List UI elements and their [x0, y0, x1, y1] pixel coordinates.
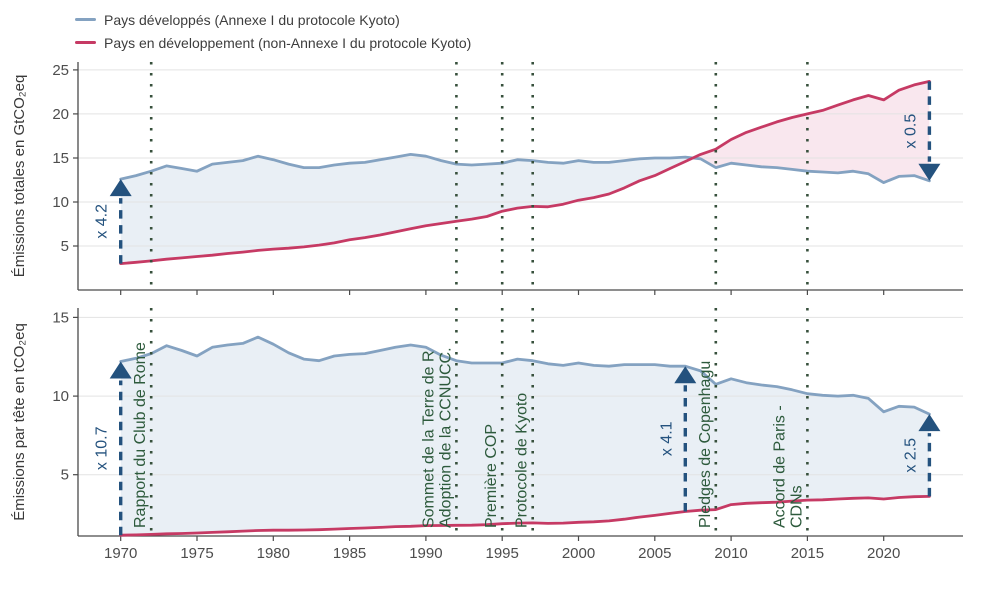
y-tick-label: 15 — [52, 309, 69, 326]
legend-item-developing: Pays en développement (non-Annexe I du p… — [75, 31, 471, 54]
x-tick-label: 1985 — [333, 545, 366, 562]
legend-label-developing: Pays en développement (non-Annexe I du p… — [104, 34, 472, 51]
x-tick-label: 1975 — [180, 545, 213, 562]
annotation-arrowhead — [674, 366, 697, 384]
annotation-label: x 0.5 — [902, 114, 919, 149]
fill-between-developed — [120, 154, 693, 264]
legend-swatch-developing — [75, 40, 96, 45]
event-labels: Rapport du Club de Rome Sommet de la Terr… — [132, 342, 805, 528]
annotations: x 4.2 x 0.5 x 10.7 x 4.1 x 2.5 — [94, 81, 941, 536]
panel-0: 5 10 15 20 25 Émissions totales en GtCO₂eq — [11, 62, 963, 295]
series-line-developed — [119, 153, 931, 184]
x-tick-label: 2005 — [638, 545, 671, 562]
y-tick-label: 10 — [52, 388, 69, 405]
annotation-arrowhead — [918, 414, 941, 432]
event-markers: Rapport du Club de Rome Sommet de la Terr… — [132, 62, 809, 536]
y-tick-label: 10 — [52, 194, 69, 211]
legend-swatch-developed — [75, 17, 96, 22]
x-tick-label: 1995 — [486, 545, 519, 562]
y-tick-label: 25 — [52, 62, 69, 79]
x-tick-label: 1980 — [257, 545, 290, 562]
annotation-label: x 4.1 — [658, 421, 675, 456]
event-label: Accord de Paris - — [771, 405, 788, 528]
y-tick-label: 15 — [52, 150, 69, 167]
y-axis-title: Émissions par tête en tCO₂eq — [11, 323, 28, 521]
y-tick-label: 20 — [52, 106, 69, 123]
legend-label-developed: Pays développés (Annexe I du protocole K… — [104, 11, 400, 28]
y-axis-title: Émissions totales en GtCO₂eq — [11, 75, 28, 278]
event-label: Première COP — [483, 424, 500, 528]
x-tick-label: 1990 — [409, 545, 442, 562]
legend: Pays développés (Annexe I du protocole K… — [75, 8, 471, 54]
annotation-arrowhead — [109, 361, 132, 379]
x-tick-label: 1970 — [104, 545, 137, 562]
fill-between-developed — [120, 337, 930, 536]
x-tick-label: 2000 — [562, 545, 595, 562]
panel-1: 5 10 15 1970 1975 1980 1985 1990 1995 2000 2005 201… — [11, 308, 963, 562]
y-tick-label: 5 — [61, 238, 69, 255]
fill-between-developing — [692, 81, 930, 183]
event-label: CDNs — [788, 485, 805, 528]
x-tick-label: 2010 — [714, 545, 747, 562]
series-line-developing — [119, 80, 931, 265]
event-label: Pledges de Copenhagu — [697, 361, 714, 528]
x-tick-label: 2015 — [791, 545, 824, 562]
event-label: Sommet de la Terre de R — [420, 350, 437, 528]
annotation-label: x 2.5 — [902, 438, 919, 473]
annotation-label: x 4.2 — [94, 204, 111, 239]
annotation-arrowhead — [109, 179, 132, 197]
event-label: Rapport du Club de Rome — [132, 342, 149, 528]
legend-item-developed: Pays développés (Annexe I du protocole K… — [75, 8, 471, 31]
event-label: Protocole de Kyoto — [514, 393, 531, 528]
annotation-arrowhead — [918, 163, 941, 181]
event-label: Adoption de la CCNUCC. — [437, 347, 454, 528]
annotation-label: x 10.7 — [94, 426, 111, 470]
series-line-developed — [119, 335, 931, 416]
x-tick-label: 2020 — [867, 545, 900, 562]
series-line-developing — [119, 495, 931, 537]
y-tick-label: 5 — [61, 467, 69, 484]
